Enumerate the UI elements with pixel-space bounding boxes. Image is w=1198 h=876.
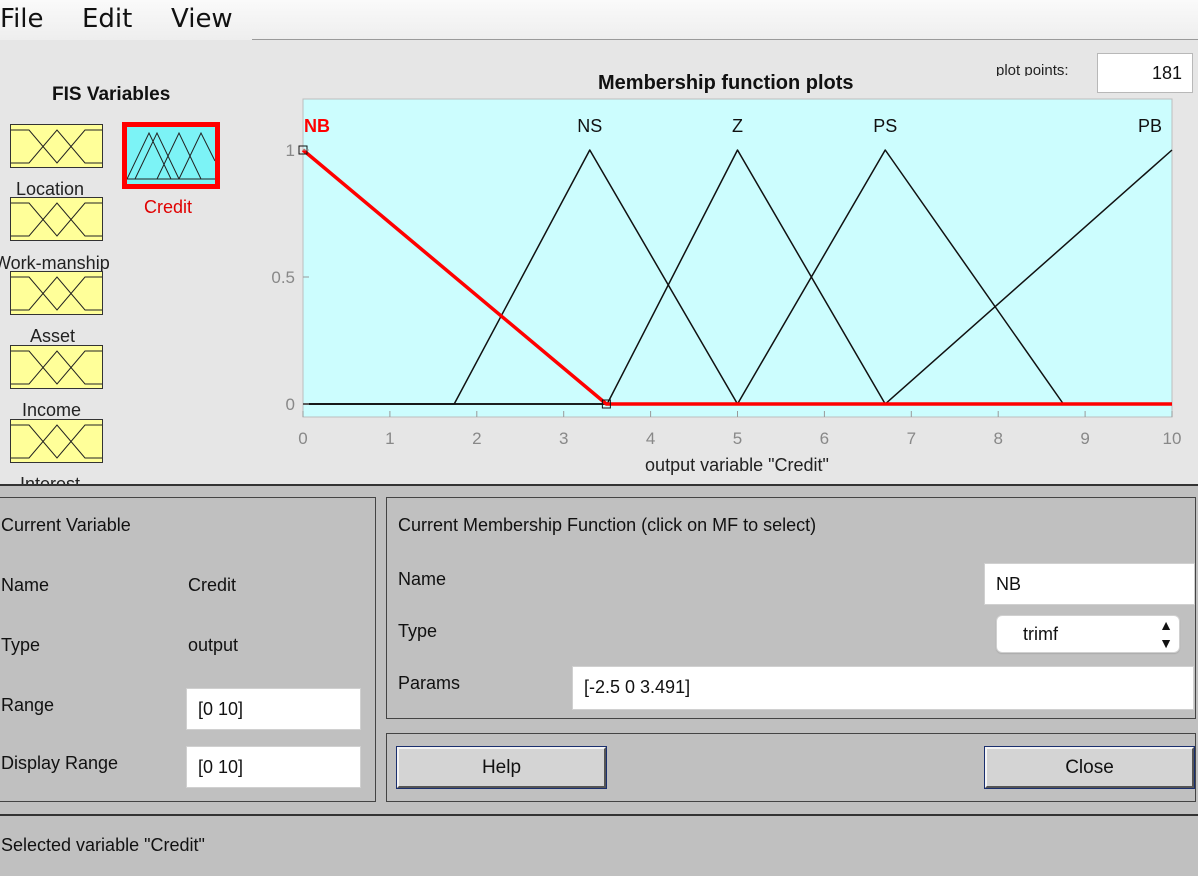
current-mf-header: Current Membership Function (click on MF… xyxy=(398,515,817,535)
variable-label-workmanship: Work-manship xyxy=(0,253,110,273)
variable-type-value: output xyxy=(188,635,239,655)
plot-points-label: plot points: xyxy=(996,62,1069,76)
variable-icon-interest[interactable] xyxy=(10,419,103,463)
close-button[interactable]: Close xyxy=(984,746,1195,789)
variable-label-location: Location xyxy=(16,179,85,199)
display-range-input[interactable]: [0 10] xyxy=(186,746,361,788)
variable-label-income: Income xyxy=(22,400,82,420)
y-tick-label: 0 xyxy=(286,395,295,414)
mf-params-input[interactable]: [-2.5 0 3.491] xyxy=(572,666,1194,710)
mf-params-label: Params xyxy=(398,673,461,693)
variable-name-value: Credit xyxy=(188,575,237,595)
status-text: Selected variable "Credit" xyxy=(1,835,205,855)
mf-type-select[interactable]: trimf ▲ ▼ xyxy=(996,615,1180,653)
mf-type-value: trimf xyxy=(1023,624,1058,644)
variable-label-interest: Interest xyxy=(20,474,81,484)
mf-label-ps[interactable]: PS xyxy=(873,116,897,136)
menu-edit[interactable]: Edit xyxy=(82,4,133,34)
membership-curves-icon xyxy=(11,202,102,237)
display-range-label: Display Range xyxy=(1,753,119,773)
mf-label-ns[interactable]: NS xyxy=(577,116,602,136)
x-tick-label: 10 xyxy=(1163,429,1182,448)
variable-icon-income[interactable] xyxy=(10,345,103,389)
curve-handle[interactable] xyxy=(601,399,611,409)
menu-view[interactable]: View xyxy=(171,4,233,34)
mf-label-nb[interactable]: NB xyxy=(304,116,330,136)
menu-file[interactable]: File xyxy=(0,4,44,34)
menu-bar: File Edit View xyxy=(0,0,1198,40)
mf-name-input[interactable]: NB xyxy=(984,563,1195,605)
membership-triangles-icon xyxy=(127,131,215,180)
x-tick-label: 3 xyxy=(559,429,568,448)
membership-curves-icon xyxy=(11,129,102,164)
menu-divider xyxy=(252,39,1198,40)
variable-label-interest-clip: Interest xyxy=(0,474,120,484)
x-tick-label: 4 xyxy=(646,429,655,448)
x-tick-label: 7 xyxy=(907,429,916,448)
select-chevron-icon: ▲ ▼ xyxy=(1159,617,1173,651)
status-divider xyxy=(0,814,1198,816)
x-tick-label: 1 xyxy=(385,429,394,448)
x-tick-label: 5 xyxy=(733,429,742,448)
y-tick-label: 0.5 xyxy=(271,268,295,287)
mf-curve-nb[interactable] xyxy=(301,148,1172,406)
x-tick-label: 2 xyxy=(472,429,481,448)
variable-label-credit: Credit xyxy=(144,197,193,217)
membership-curves-icon xyxy=(11,424,102,459)
range-label: Range xyxy=(1,695,55,715)
current-mf-panel xyxy=(386,497,1196,719)
variable-icon-asset[interactable] xyxy=(10,271,103,315)
divider xyxy=(0,484,1198,486)
membership-curves-icon xyxy=(11,276,102,311)
current-variable-panel xyxy=(0,497,376,802)
y-tick-label: 1 xyxy=(286,141,295,160)
mf-name-label: Name xyxy=(398,569,447,589)
membership-plot[interactable]: NB NS Z PS PB 0 1 2 3 4 5 6 7 8 9 10 0 0.5 1 output vari… xyxy=(0,0,1198,484)
membership-curves-icon xyxy=(11,350,102,385)
variable-icon-workmanship[interactable] xyxy=(10,197,103,241)
variable-icon-location[interactable] xyxy=(10,124,103,168)
buttons-panel xyxy=(386,733,1196,802)
variable-icon-credit[interactable] xyxy=(122,122,220,189)
help-button[interactable]: Help xyxy=(396,746,607,789)
name-label: Name xyxy=(1,575,50,595)
fis-variables-title: FIS Variables xyxy=(52,84,171,105)
mf-label-z[interactable]: Z xyxy=(732,116,743,136)
current-variable-header: Current Variable xyxy=(1,515,131,535)
mf-type-label: Type xyxy=(398,621,438,641)
plot-area[interactable] xyxy=(302,98,1173,418)
type-label: Type xyxy=(1,635,41,655)
variable-label-asset: Asset xyxy=(30,326,76,346)
x-tick-label: 0 xyxy=(298,429,307,448)
plot-title: Membership function plots xyxy=(598,72,854,94)
mf-label-pb[interactable]: PB xyxy=(1138,116,1162,136)
x-tick-label: 8 xyxy=(993,429,1002,448)
x-tick-label: 9 xyxy=(1080,429,1089,448)
x-tick-label: 6 xyxy=(820,429,829,448)
x-axis-label: output variable "Credit" xyxy=(645,455,829,475)
plot-points-input[interactable]: 181 xyxy=(1097,53,1193,93)
range-input[interactable]: [0 10] xyxy=(186,688,361,730)
